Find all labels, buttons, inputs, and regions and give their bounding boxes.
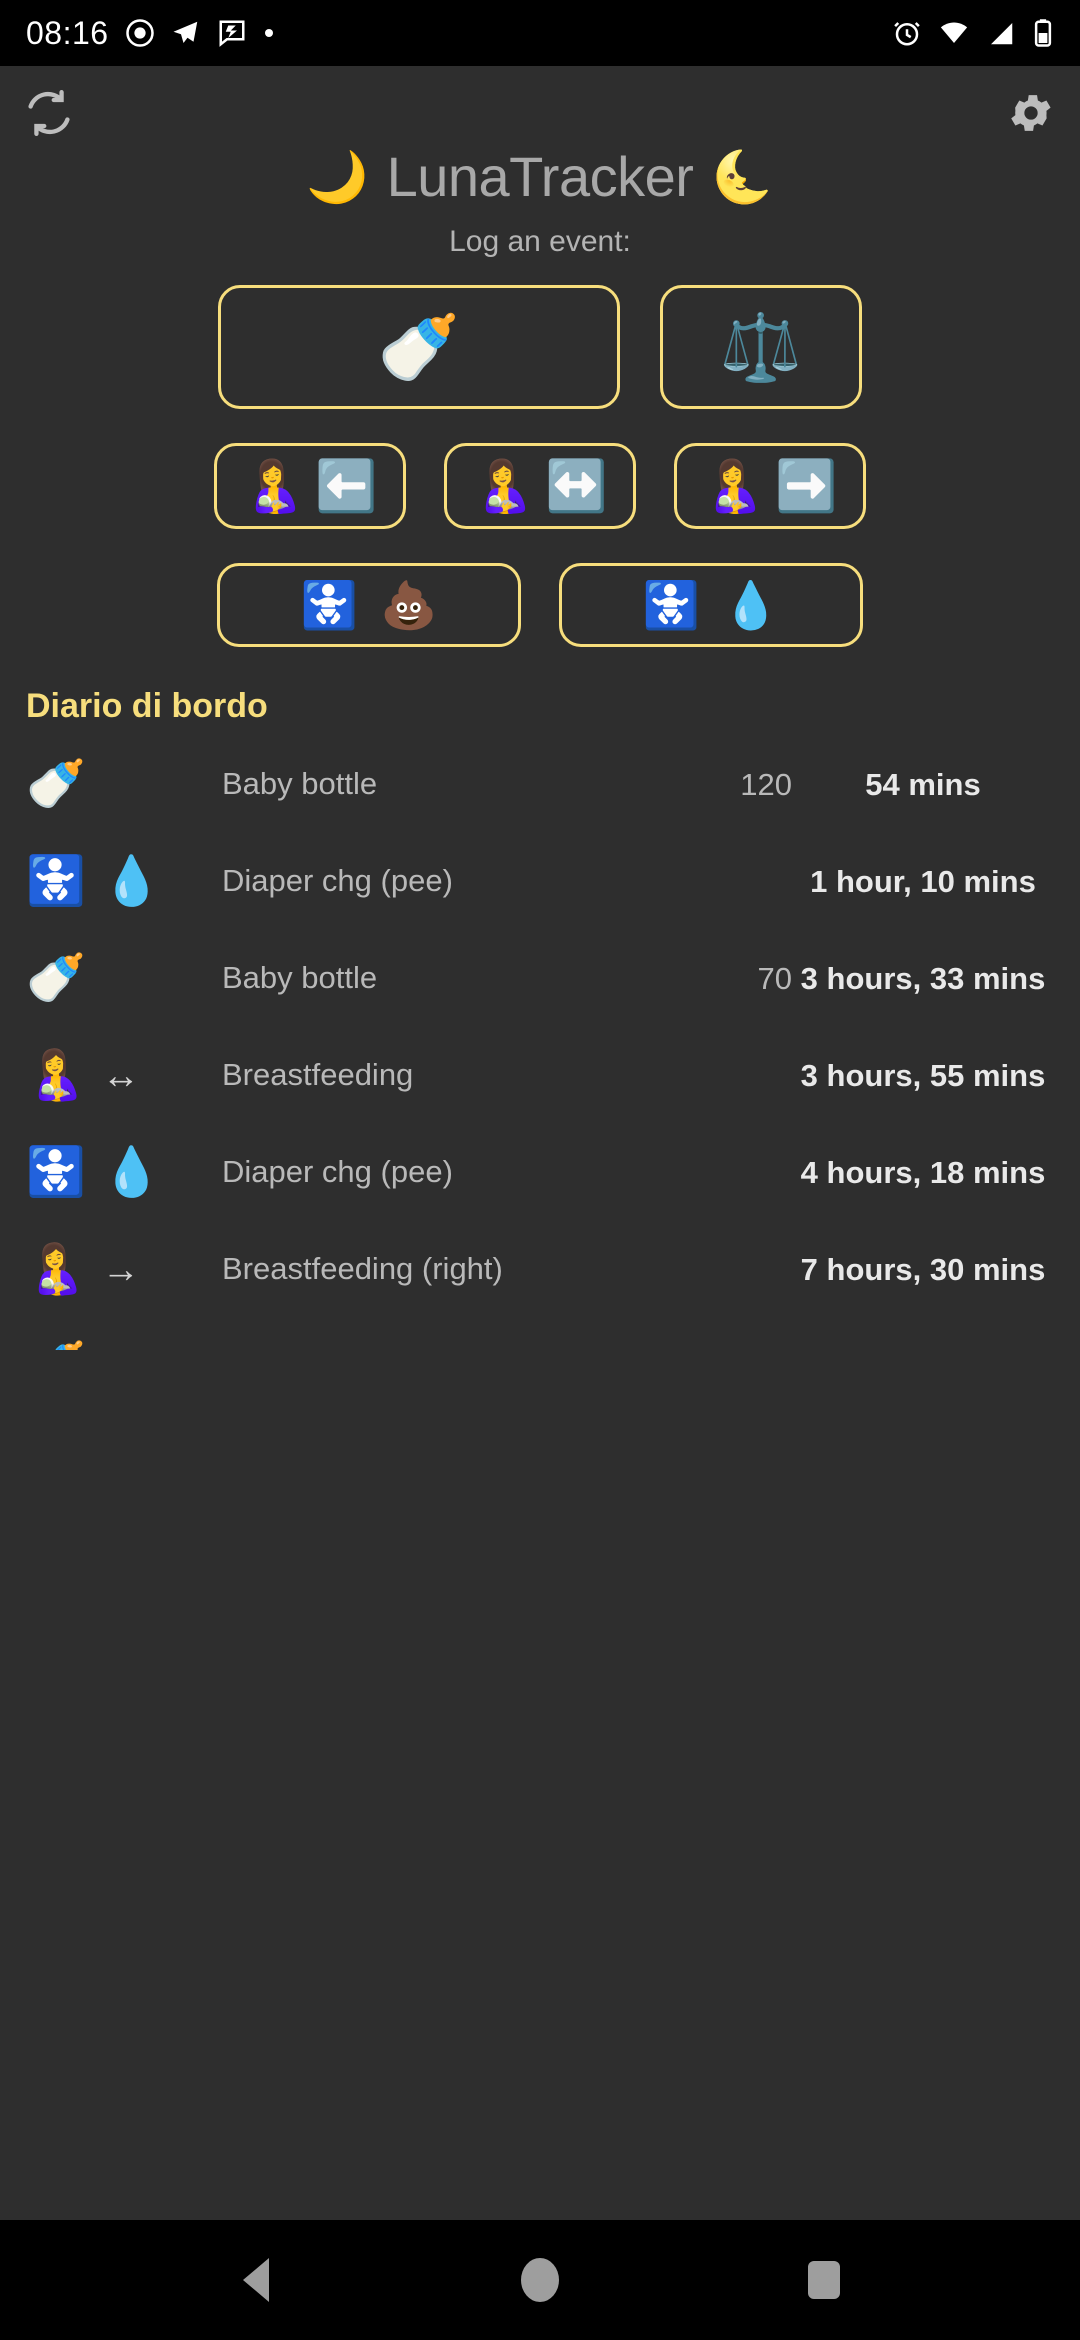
gear-icon (1006, 88, 1056, 143)
breastfeeding-icon: 🤱 (702, 458, 765, 514)
log-row-amount: 70 (757, 960, 792, 996)
log-row-type-icon: 🤱 (26, 1048, 86, 1102)
log-row-label: Breastfeeding (222, 1057, 414, 1093)
log-row[interactable]: 🚼 💧 Diaper chg (pee) 1 hour, 10 mins (0, 833, 1080, 930)
log-row-type-icon: 🍼 (26, 757, 86, 811)
log-breastfeeding-left-button[interactable]: 🤱 ⬅️ (214, 443, 406, 529)
log-row-icons: 🤱 → (26, 1242, 222, 1296)
status-bar-clock: 08:16 (26, 14, 109, 51)
home-icon (521, 2258, 559, 2302)
baby-symbol-icon: 🚼 (300, 579, 358, 631)
breastfeeding-icon: 🤱 (472, 458, 535, 514)
log-row-time-ago: 9 hours, 9 mins (792, 1348, 1054, 1350)
log-row-time-ago: 7 hours, 30 mins (800, 1251, 1046, 1287)
log-diaper-pee-button[interactable]: 🚼 💧 (559, 563, 863, 647)
app-title-text: LunaTracker (386, 145, 694, 208)
nav-recents-button[interactable] (779, 2235, 869, 2325)
status-bar-left: 08:16 (26, 15, 275, 52)
log-row-label: Baby bottle (222, 766, 378, 802)
log-row[interactable]: 🍼 Baby bottle909 hours, 9 mins (0, 1318, 1080, 1350)
log-row-type-icon: 🚼 (26, 1145, 86, 1199)
log-row-label: Diaper chg (pee) (222, 1154, 453, 1190)
battery-icon (1032, 18, 1054, 48)
signal-icon (986, 18, 1016, 48)
log-weight-button[interactable]: ⚖️ (660, 285, 862, 409)
message-icon (217, 18, 247, 48)
log-row-time-ago: 54 mins (865, 766, 981, 802)
log-row-time-ago: 3 hours, 55 mins (800, 1057, 1046, 1093)
android-nav-bar (0, 2220, 1080, 2340)
breastfeeding-icon: 🤱 (242, 458, 305, 514)
balance-scale-icon: ⚖️ (719, 310, 803, 384)
log-row-icons: 🚼 💧 (26, 854, 222, 908)
sync-icon (23, 87, 75, 144)
moon-right-icon: 🌜 (711, 148, 774, 205)
baby-symbol-icon: 🚼 (642, 579, 700, 631)
log-row-side-arrow-icon: ↔ (101, 1054, 140, 1097)
log-section-title: Diario di bordo (26, 687, 268, 725)
log-row-type-icon: 🍼 (26, 951, 86, 1005)
arrow-right-icon: ➡️ (775, 458, 838, 514)
log-row-detail-icon: 💧 (101, 1145, 162, 1199)
quick-log-buttons: 🍼 ⚖️ 🤱 ⬅️ 🤱 ↔️ 🤱 ➡️ 🚼 💩 (0, 285, 1080, 647)
quick-log-row-1: 🍼 ⚖️ (40, 285, 1040, 409)
log-row[interactable]: 🍼 Baby bottle 70 3 hours, 33 mins (0, 930, 1080, 1027)
alarm-icon (892, 18, 922, 48)
log-row-detail-icon: 💧 (101, 854, 162, 908)
log-row[interactable]: 🍼 Baby bottle 120 54 mins (0, 736, 1080, 833)
log-row-icons: 🚼 💧 (26, 1145, 222, 1199)
settings-button[interactable] (996, 80, 1066, 150)
log-row-icons: 🍼 (26, 951, 222, 1005)
back-icon (243, 2258, 269, 2302)
log-row-type-icon: 🚼 (26, 854, 86, 908)
telegram-icon (171, 18, 201, 48)
log-row-time-ago: 1 hour, 10 mins (810, 863, 1036, 899)
wifi-icon (938, 18, 970, 48)
log-row-label: Breastfeeding (right) (222, 1251, 503, 1287)
log-row-amount: 120 (740, 766, 792, 802)
log-row[interactable]: 🤱 ↔ Breastfeeding 3 hours, 55 mins (0, 1027, 1080, 1124)
water-drop-icon: 💧 (722, 579, 780, 631)
log-row-amount: 90 (660, 1349, 792, 1351)
status-bar: 08:16 (0, 0, 1080, 66)
log-diaper-poop-button[interactable]: 🚼 💩 (217, 563, 521, 647)
status-bar-right (892, 18, 1054, 48)
log-row-label: Baby bottle (222, 960, 378, 996)
log-breastfeeding-right-button[interactable]: 🤱 ➡️ (674, 443, 866, 529)
log-bottle-button[interactable]: 🍼 (218, 285, 620, 409)
log-row-type-icon: 🍼 (26, 1342, 86, 1350)
log-list[interactable]: 🍼 Baby bottle 120 54 mins 🚼 💧 Diaper chg (pee)… (0, 736, 1080, 1350)
sync-button[interactable] (14, 80, 84, 150)
app-bar (0, 66, 1080, 136)
quick-log-row-2: 🤱 ⬅️ 🤱 ↔️ 🤱 ➡️ (40, 443, 1040, 529)
log-row-side-arrow-icon: → (101, 1248, 140, 1291)
log-event-subtitle: Log an event: (449, 225, 631, 258)
dot-icon (263, 27, 275, 39)
log-row[interactable]: 🚼 💧 Diaper chg (pee) 4 hours, 18 mins (0, 1124, 1080, 1221)
log-row-label: Baby bottle (222, 1348, 660, 1350)
arrow-left-right-icon: ↔️ (545, 458, 608, 514)
log-breastfeeding-both-button[interactable]: 🤱 ↔️ (444, 443, 636, 529)
log-row-icons: 🍼 (26, 757, 222, 811)
log-row-time-ago: 4 hours, 18 mins (800, 1154, 1046, 1190)
record-dot-icon (125, 18, 155, 48)
log-row-label: Diaper chg (pee) (222, 863, 453, 899)
page-title: 🌙 LunaTracker 🌜 (0, 144, 1080, 209)
baby-bottle-icon: 🍼 (377, 310, 461, 384)
recents-icon (808, 2261, 840, 2299)
moon-left-icon: 🌙 (306, 148, 369, 205)
log-row-time-ago: 3 hours, 33 mins (800, 960, 1046, 996)
quick-log-row-3: 🚼 💩 🚼 💧 (40, 563, 1040, 647)
arrow-left-icon: ⬅️ (315, 458, 378, 514)
log-row[interactable]: 🤱 → Breastfeeding (right) 7 hours, 30 mins (0, 1221, 1080, 1318)
nav-back-button[interactable] (211, 2235, 301, 2325)
log-row-type-icon: 🤱 (26, 1242, 86, 1296)
log-row-icons: 🍼 (26, 1342, 222, 1350)
poop-icon: 💩 (380, 579, 438, 631)
nav-home-button[interactable] (495, 2235, 585, 2325)
log-row-icons: 🤱 ↔ (26, 1048, 222, 1102)
